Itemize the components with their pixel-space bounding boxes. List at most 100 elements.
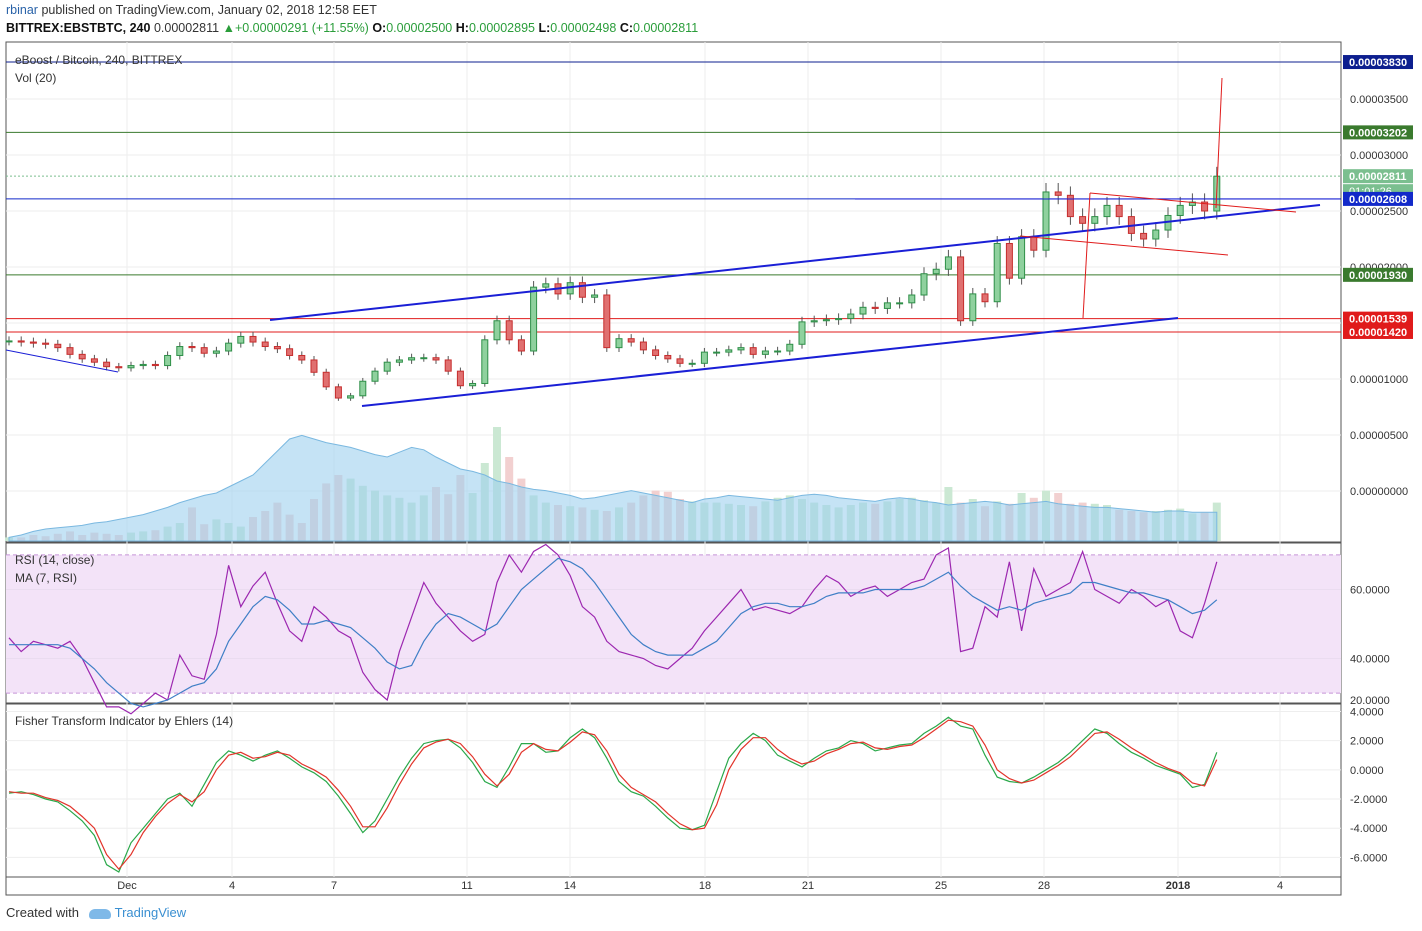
channel-lower-line (361, 317, 1179, 407)
candle-body (627, 338, 635, 343)
candle-body (408, 357, 416, 361)
candle-body (517, 339, 525, 352)
candle-body (432, 357, 440, 361)
price-tag-bg (1343, 55, 1413, 70)
fisher-axis-tick: -6.0000 (1350, 852, 1387, 864)
candle-body (847, 313, 855, 320)
last-price: 0.00002811 (153, 21, 220, 35)
candle-body (1201, 201, 1209, 212)
candle-body (200, 347, 208, 354)
volume-label: Vol (20) (15, 71, 56, 85)
candle-body (1140, 232, 1148, 240)
candle-body (835, 318, 843, 321)
candle-body (90, 358, 98, 363)
price-panel-frame (5, 41, 1342, 543)
price-panel-title: eBoost / Bitcoin, 240, BITTREX (15, 53, 182, 67)
ohlc-header: BITTREX:EBSTBTC, 240 0.00002811 ▲+0.0000… (6, 21, 698, 35)
price-tag-label: 0.00001930 (1349, 270, 1407, 282)
time-axis-tick: 28 (1038, 880, 1050, 892)
candle-body (822, 319, 830, 322)
candle-body (1066, 194, 1074, 218)
fisher-axis-tick: 2.0000 (1350, 736, 1384, 748)
candle-body (798, 321, 806, 345)
time-axis-tick: 25 (935, 880, 947, 892)
rsi-band-fill (6, 554, 1341, 694)
fisher-trigger-line (8, 719, 1218, 871)
price-tag-label: 0.00002811 (1349, 171, 1407, 183)
time-axis-tick: 4 (229, 880, 235, 892)
time-axis-tick: 21 (802, 880, 814, 892)
candle-body (774, 350, 782, 353)
time-axis-tick: Dec (117, 880, 137, 892)
fisher-axis-tick: -2.0000 (1350, 794, 1387, 806)
pole-line (1082, 192, 1091, 319)
candle-body (1018, 236, 1026, 279)
candle-body (469, 382, 477, 387)
candle-body (1079, 216, 1087, 224)
candle-body (639, 341, 647, 351)
price-tag-label: 0.00002608 (1349, 194, 1407, 206)
low-value: 0.00002498 (550, 21, 617, 35)
candle-body (212, 350, 220, 354)
low-label: L: (538, 21, 551, 35)
candle-body (944, 256, 952, 270)
fisher-line (8, 716, 1218, 873)
time-axis-tick: 18 (699, 880, 711, 892)
candle-body (1054, 191, 1062, 196)
candle-body (725, 349, 733, 353)
candle-body (481, 339, 489, 384)
candle-body (395, 359, 403, 363)
candle-body (908, 294, 916, 304)
candle-body (664, 354, 672, 360)
candle-body (383, 361, 391, 372)
fisher-axis-tick: 4.0000 (1350, 706, 1384, 718)
candle-body (310, 359, 318, 373)
price-axis-tick: 0.00003500 (1350, 94, 1408, 106)
candle-body (444, 359, 452, 372)
candle-body (700, 351, 708, 364)
price-tag-bg (1343, 267, 1413, 282)
candle-body (591, 294, 599, 298)
candle-body (371, 370, 379, 382)
candle-body (151, 363, 159, 367)
rsi-axis-tick: 40.0000 (1350, 654, 1390, 666)
channel-upper-line (269, 242, 976, 321)
fisher-axis-tick: 0.0000 (1350, 765, 1384, 777)
candle-body (981, 293, 989, 303)
close-value: 0.00002811 (633, 21, 699, 35)
fisher-axis-tick: -4.0000 (1350, 823, 1387, 835)
footer: Created with TradingView (6, 905, 186, 920)
candle-body (969, 293, 977, 322)
candle-body (1005, 242, 1013, 279)
tradingview-brand[interactable]: TradingView (114, 905, 187, 920)
candle-body (1103, 204, 1111, 218)
author-name[interactable]: rbinar (6, 3, 38, 17)
candle-body (578, 282, 586, 298)
candle-body (688, 362, 696, 365)
flag-lower-line (1019, 235, 1229, 256)
candle-body (334, 386, 342, 399)
candle-body (1115, 204, 1123, 218)
price-axis-tick: 0.00000500 (1350, 430, 1408, 442)
candle-body (286, 348, 294, 356)
target-line (1215, 77, 1223, 209)
price-axis-tick: 0.00003000 (1350, 150, 1408, 162)
candle-body (273, 346, 281, 350)
rsi-title: RSI (14, close) (15, 553, 94, 567)
candle-body (859, 306, 867, 315)
candle-body (603, 294, 611, 349)
created-with-label: Created with (6, 905, 79, 920)
price-change-up-icon: ▲ (222, 21, 235, 35)
publish-header: rbinar published on TradingView.com, Jan… (6, 3, 377, 17)
rsi-axis-tick: 60.0000 (1350, 584, 1390, 596)
candle-body (761, 350, 769, 355)
candle-body (810, 320, 818, 323)
candle-body (139, 363, 147, 367)
candle-body (932, 268, 940, 275)
open-value: 0.00002500 (386, 21, 453, 35)
price-tag-bg (1343, 125, 1413, 140)
drawn-trendlines (5, 77, 1341, 407)
time-axis-tick: 14 (564, 880, 576, 892)
candle-body (493, 320, 501, 341)
